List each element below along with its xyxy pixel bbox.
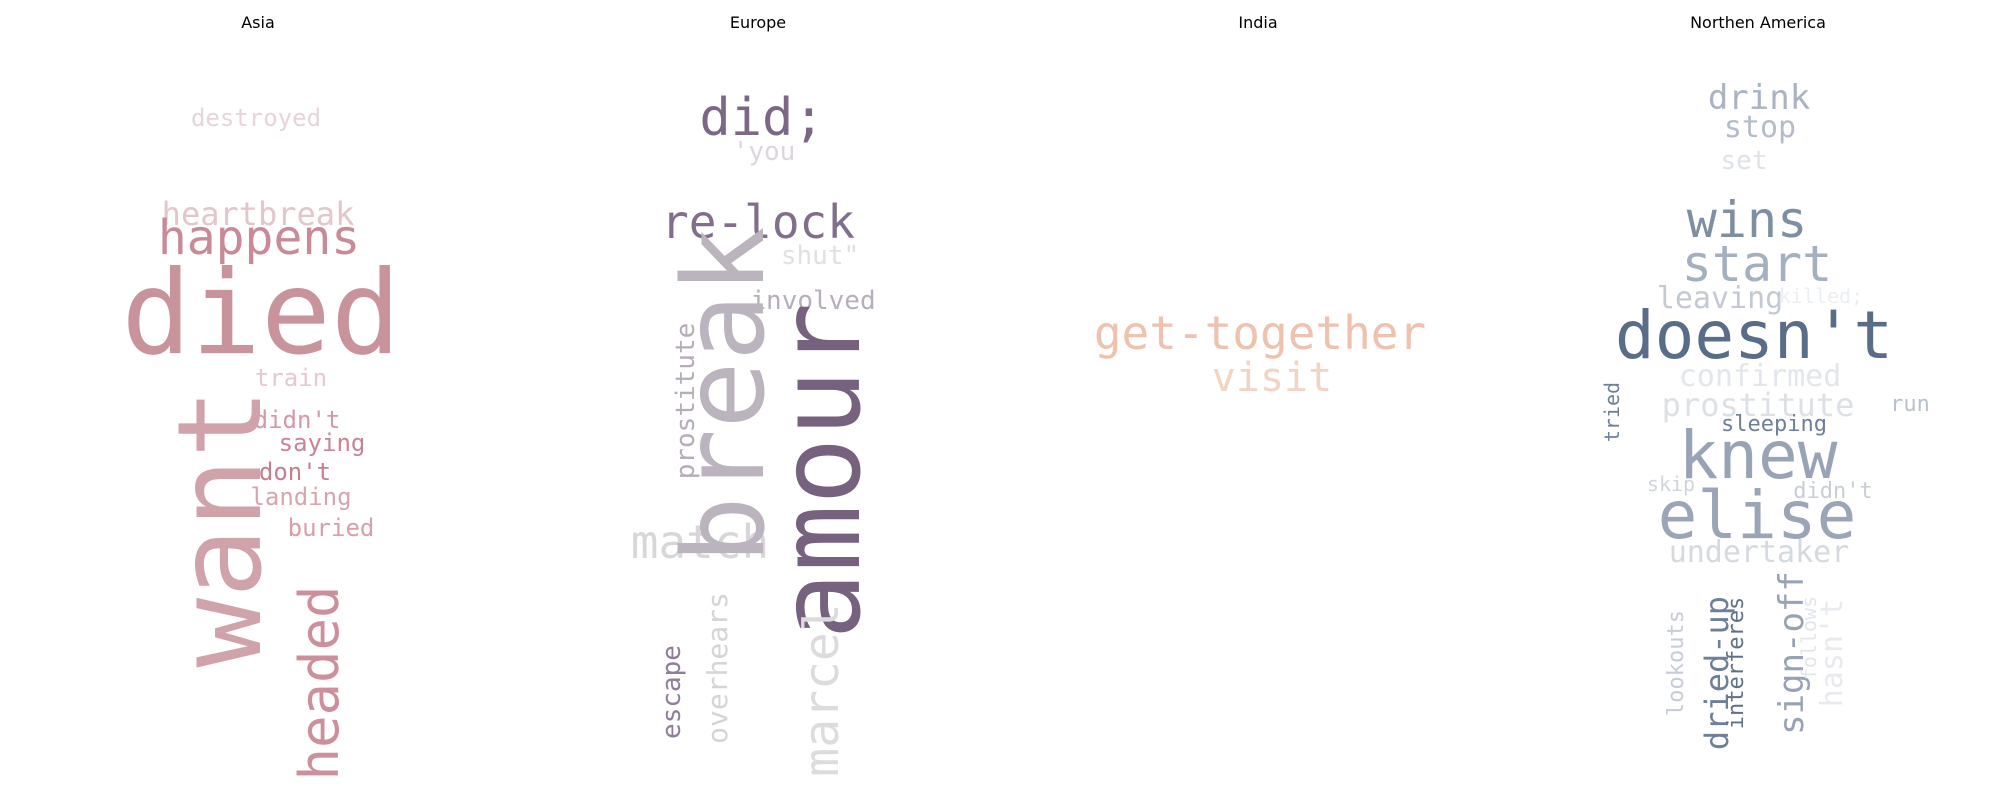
word-prostitute: prostitute [671,322,701,480]
wordcloud-panel-northen-america: Northen America drink stop set wins start lea… [1508,0,2000,800]
wordcloud-panel-asia: Asia destroyed heartbreak happens died train… [8,0,508,800]
word-knew: knew [1678,417,1838,494]
word-happens: happens [157,210,361,266]
word-landing: landing [250,483,352,511]
word-run: run [1890,392,1930,417]
word-undertaker: undertaker [1668,535,1850,570]
word-marcel: marcel [794,603,850,777]
word-didn-t: didn't [253,406,341,434]
word-destroyed: destroyed [190,104,322,132]
word-visit: visit [1211,355,1333,401]
word-sleeping: sleeping [1721,412,1827,437]
word-want: want [153,388,288,668]
panel-title-india: India [1238,13,1278,32]
word-heartbreak: heartbreak [161,195,355,233]
word-elise: elise [1657,477,1857,554]
word-killed: killed; [1778,284,1864,308]
word-match: match [630,515,770,569]
wordcloud-panel-europe: Europe did;'you re-lock shut" involved match… [508,0,1008,800]
word-re-lock: re-lock [661,195,855,249]
word-train: train [254,364,328,392]
word-died: died [121,246,401,381]
word-doesn-t: doesn't [1614,297,1894,374]
word-involved: involved [750,286,876,316]
word-start: start [1681,235,1833,293]
word-escape: escape [657,645,687,739]
word-tried: tried [1600,381,1624,443]
word-set: set [1720,146,1768,176]
word-did: did; [699,88,825,148]
word-get-together: get-together [1093,306,1427,360]
word-overhears: overhears [701,592,734,744]
word-you: 'you [732,137,796,167]
panel-title-europe: Europe [729,13,787,32]
word-amour: amour [756,302,886,640]
word-shut: shut" [780,241,860,271]
word-interferes: interferes [1724,596,1749,730]
word-skip: skip [1646,472,1696,496]
panel-title-northen-america: Northen America [1690,13,1826,32]
word-drink: drink [1707,78,1811,118]
word-don-t: don't [258,458,332,486]
word-wins: wins [1686,191,1808,249]
word-saying: saying [278,429,366,457]
word-buried: buried [287,514,375,542]
word-stop: stop [1723,110,1797,145]
word-lookouts: lookouts [1664,610,1689,716]
word-didn-t: didn't [1793,479,1873,504]
word-leaving: leaving [1656,281,1784,316]
word-headed: headed [288,585,351,781]
word-prostitute: prostitute [1661,386,1855,424]
wordcloud-panel-india: India get-together visit [1008,0,1508,800]
word-hasn-t: hasn't [1815,598,1850,708]
word-confirmed: confirmed [1678,359,1842,394]
panel-title-asia: Asia [241,13,275,32]
